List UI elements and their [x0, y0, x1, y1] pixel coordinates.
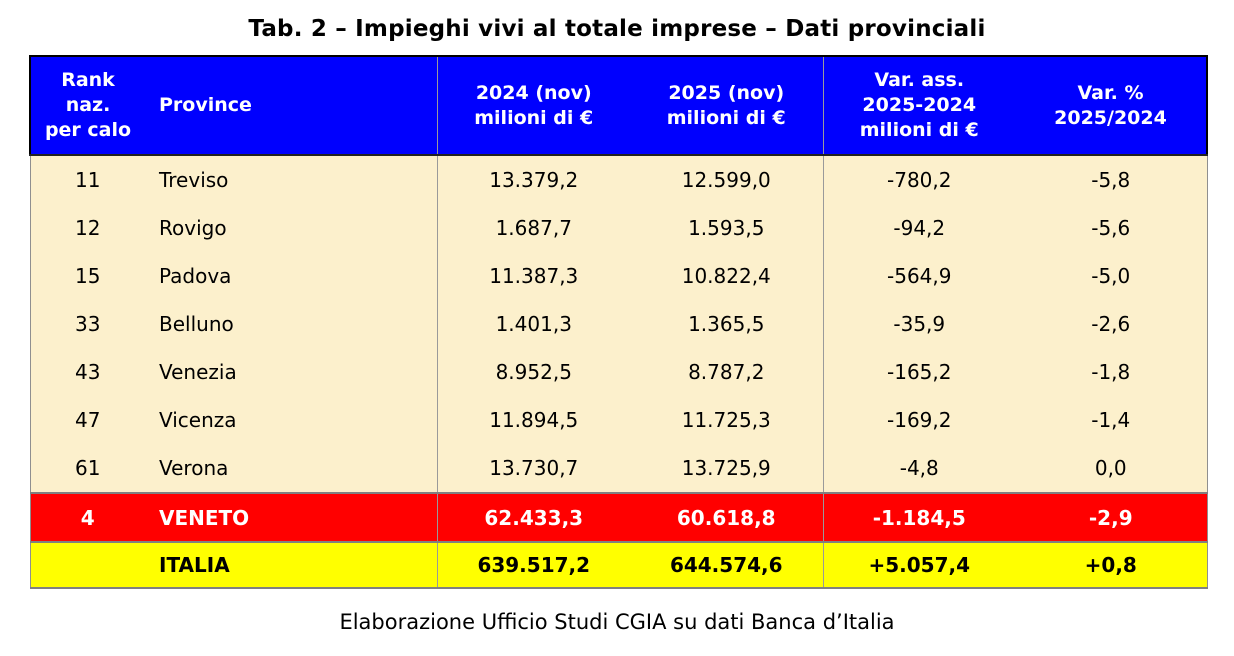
cell-2024: 1.687,7 — [436, 204, 630, 252]
cell-province: Padova — [145, 252, 437, 300]
cell-rank: 61 — [29, 444, 145, 493]
cell-rank: 15 — [29, 252, 145, 300]
cell-province: Verona — [145, 444, 437, 493]
cell-var-ass: -564,9 — [822, 252, 1015, 300]
cell-var-ass: -165,2 — [822, 348, 1015, 396]
cell-2025: 8.787,2 — [630, 348, 823, 396]
header-row: Rank naz. per calo Province 2024 (nov) m… — [29, 55, 1208, 156]
cell-2025: 1.593,5 — [630, 204, 823, 252]
cell-province: Rovigo — [145, 204, 437, 252]
table-row-treviso: 11 Treviso 13.379,2 12.599,0 -780,2 -5,8 — [29, 155, 1208, 204]
cell-province: Venezia — [145, 348, 437, 396]
cell-2024: 11.894,5 — [436, 396, 630, 444]
col-header-var-ass: Var. ass. 2025-2024 milioni di € — [822, 55, 1015, 156]
cell-var-pct: -5,8 — [1015, 155, 1208, 204]
cell-var-pct: -2,6 — [1015, 300, 1208, 348]
cell-2025: 12.599,0 — [630, 155, 823, 204]
cell-rank — [29, 542, 145, 589]
table-row-italia-total: ITALIA 639.517,2 644.574,6 +5.057,4 +0,8 — [29, 542, 1208, 589]
cell-var-pct: -2,9 — [1015, 492, 1208, 543]
col-header-province: Province — [145, 55, 437, 156]
table-header: Rank naz. per calo Province 2024 (nov) m… — [29, 55, 1208, 156]
cell-2025: 13.725,9 — [630, 444, 823, 493]
cell-2025: 60.618,8 — [630, 492, 823, 543]
provincial-data-table: Rank naz. per calo Province 2024 (nov) m… — [29, 55, 1208, 589]
table-row-vicenza: 47 Vicenza 11.894,5 11.725,3 -169,2 -1,4 — [29, 396, 1208, 444]
cell-var-ass: -1.184,5 — [822, 492, 1015, 543]
cell-rank: 43 — [29, 348, 145, 396]
cell-2024: 639.517,2 — [436, 542, 630, 589]
cell-var-ass: -780,2 — [822, 155, 1015, 204]
cell-rank: 4 — [29, 492, 145, 543]
cell-var-ass: -94,2 — [822, 204, 1015, 252]
cell-var-pct: 0,0 — [1015, 444, 1208, 493]
page-title: Tab. 2 – Impieghi vivi al totale imprese… — [248, 16, 986, 42]
cell-var-ass: -169,2 — [822, 396, 1015, 444]
cell-2024: 8.952,5 — [436, 348, 630, 396]
cell-province: Treviso — [145, 155, 437, 204]
table-row-padova: 15 Padova 11.387,3 10.822,4 -564,9 -5,0 — [29, 252, 1208, 300]
cell-2024: 62.433,3 — [436, 492, 630, 543]
col-header-2025: 2025 (nov) milioni di € — [630, 55, 823, 156]
cell-rank: 33 — [29, 300, 145, 348]
table-row-veneto-total: 4 VENETO 62.433,3 60.618,8 -1.184,5 -2,9 — [29, 492, 1208, 543]
cell-var-pct: -1,4 — [1015, 396, 1208, 444]
cell-province: ITALIA — [145, 542, 437, 589]
cell-rank: 47 — [29, 396, 145, 444]
cell-2025: 11.725,3 — [630, 396, 823, 444]
source-note: Elaborazione Ufficio Studi CGIA su dati … — [339, 610, 895, 634]
table-row-verona: 61 Verona 13.730,7 13.725,9 -4,8 0,0 — [29, 444, 1208, 493]
col-header-var-pct: Var. % 2025/2024 — [1015, 55, 1208, 156]
cell-var-ass: -35,9 — [822, 300, 1015, 348]
cell-2025: 1.365,5 — [630, 300, 823, 348]
cell-province: VENETO — [145, 492, 437, 543]
cell-province: Belluno — [145, 300, 437, 348]
table-body: 11 Treviso 13.379,2 12.599,0 -780,2 -5,8… — [29, 155, 1208, 589]
cell-var-ass: +5.057,4 — [822, 542, 1015, 589]
table-row-venezia: 43 Venezia 8.952,5 8.787,2 -165,2 -1,8 — [29, 348, 1208, 396]
table-row-rovigo: 12 Rovigo 1.687,7 1.593,5 -94,2 -5,6 — [29, 204, 1208, 252]
cell-2024: 11.387,3 — [436, 252, 630, 300]
cell-var-pct: -5,0 — [1015, 252, 1208, 300]
cell-var-ass: -4,8 — [822, 444, 1015, 493]
col-header-rank: Rank naz. per calo — [29, 55, 145, 156]
cell-var-pct: -1,8 — [1015, 348, 1208, 396]
table-row-belluno: 33 Belluno 1.401,3 1.365,5 -35,9 -2,6 — [29, 300, 1208, 348]
cell-var-pct: +0,8 — [1015, 542, 1208, 589]
cell-province: Vicenza — [145, 396, 437, 444]
cell-2025: 10.822,4 — [630, 252, 823, 300]
col-header-2024: 2024 (nov) milioni di € — [436, 55, 630, 156]
cell-2024: 13.379,2 — [436, 155, 630, 204]
cell-2024: 1.401,3 — [436, 300, 630, 348]
cell-rank: 12 — [29, 204, 145, 252]
cell-2024: 13.730,7 — [436, 444, 630, 493]
cell-rank: 11 — [29, 155, 145, 204]
cell-2025: 644.574,6 — [630, 542, 823, 589]
cell-var-pct: -5,6 — [1015, 204, 1208, 252]
